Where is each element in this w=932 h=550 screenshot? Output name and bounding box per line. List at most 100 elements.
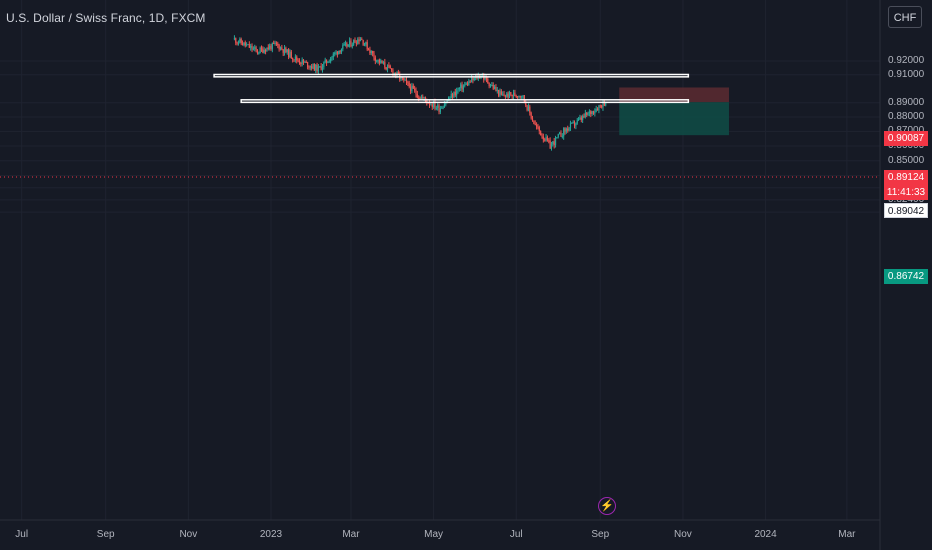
candle	[414, 85, 416, 93]
candle	[415, 87, 417, 98]
candle	[587, 111, 589, 117]
candle	[277, 41, 279, 49]
candle	[530, 111, 532, 120]
candle	[603, 100, 605, 107]
candle	[559, 131, 561, 135]
candle	[285, 46, 287, 54]
candle	[340, 48, 343, 55]
horizontal-zone-rectangle-1	[240, 99, 690, 104]
candle	[428, 100, 431, 108]
entry-price-tag: 0.89042	[884, 203, 928, 218]
candle	[584, 109, 586, 119]
candle	[577, 116, 580, 122]
horizontal-zone-rectangle-0	[213, 73, 690, 78]
candle	[254, 44, 256, 52]
candle	[454, 88, 456, 98]
y-tick-label: 0.85000	[888, 154, 925, 166]
candle	[343, 41, 345, 46]
candle	[289, 49, 291, 59]
candle	[274, 40, 276, 46]
x-tick-label: Sep	[591, 529, 610, 540]
candle	[250, 43, 252, 51]
candle	[435, 105, 437, 111]
candle	[542, 133, 544, 143]
candle	[572, 120, 574, 124]
candle	[239, 37, 241, 44]
candle	[456, 87, 458, 99]
candle	[308, 65, 310, 70]
candle	[549, 137, 551, 149]
candle	[335, 50, 337, 56]
candle	[373, 50, 375, 61]
candle	[575, 122, 577, 130]
candle	[377, 59, 379, 64]
candle	[408, 80, 410, 89]
candle	[500, 89, 502, 96]
candle	[458, 87, 460, 92]
candle	[403, 77, 405, 83]
candle	[579, 114, 581, 120]
candle	[293, 59, 295, 62]
symbol-title[interactable]: U.S. Dollar / Swiss Franc, 1D, FXCM	[6, 11, 206, 25]
x-tick-label: 2023	[259, 529, 283, 540]
candle	[564, 127, 566, 135]
candle	[583, 113, 585, 119]
candle	[338, 50, 340, 55]
candle	[339, 50, 341, 54]
candle	[342, 43, 344, 52]
y-tick-label: 0.87000	[888, 125, 928, 136]
position-zones	[619, 87, 729, 136]
candle	[317, 64, 320, 75]
candle	[350, 38, 352, 48]
candle	[298, 58, 301, 65]
candle	[370, 50, 372, 56]
candle	[311, 63, 313, 71]
candle	[468, 78, 470, 86]
candle	[595, 105, 597, 113]
candle	[416, 90, 418, 99]
candle	[300, 61, 302, 67]
x-tick-label: 2024	[754, 529, 777, 540]
candle	[324, 57, 326, 64]
candle	[434, 98, 436, 111]
last-price-tag: 0.89124	[884, 170, 928, 185]
candle	[598, 104, 600, 114]
candle	[385, 67, 387, 71]
candle	[297, 58, 299, 63]
candle	[363, 42, 366, 47]
candle	[591, 110, 593, 116]
candle	[388, 62, 390, 69]
candle	[496, 86, 498, 94]
candle	[533, 120, 535, 125]
candle	[599, 104, 601, 108]
candle	[320, 62, 322, 71]
candle	[531, 115, 534, 122]
x-tick-label: Jul	[509, 529, 523, 540]
candle	[294, 54, 296, 63]
candle	[386, 64, 389, 73]
candle	[526, 104, 528, 112]
candle	[437, 103, 439, 111]
candle	[321, 64, 324, 73]
candle	[269, 43, 271, 51]
candle	[518, 95, 520, 99]
candle	[561, 133, 563, 139]
candle	[369, 46, 371, 55]
candle	[560, 130, 562, 137]
currency-button[interactable]: CHF	[888, 6, 922, 28]
lightning-icon[interactable]: ⚡	[598, 497, 616, 515]
candle	[330, 56, 332, 64]
x-tick-label: Mar	[342, 529, 360, 540]
candle	[355, 40, 357, 47]
candle	[554, 135, 557, 148]
candle	[367, 47, 370, 51]
candles	[233, 35, 607, 151]
candle	[247, 44, 249, 46]
candle	[353, 39, 355, 47]
candle	[457, 87, 459, 94]
candle	[279, 46, 282, 51]
candle	[286, 49, 288, 55]
candle	[407, 80, 409, 87]
candle	[580, 115, 582, 123]
